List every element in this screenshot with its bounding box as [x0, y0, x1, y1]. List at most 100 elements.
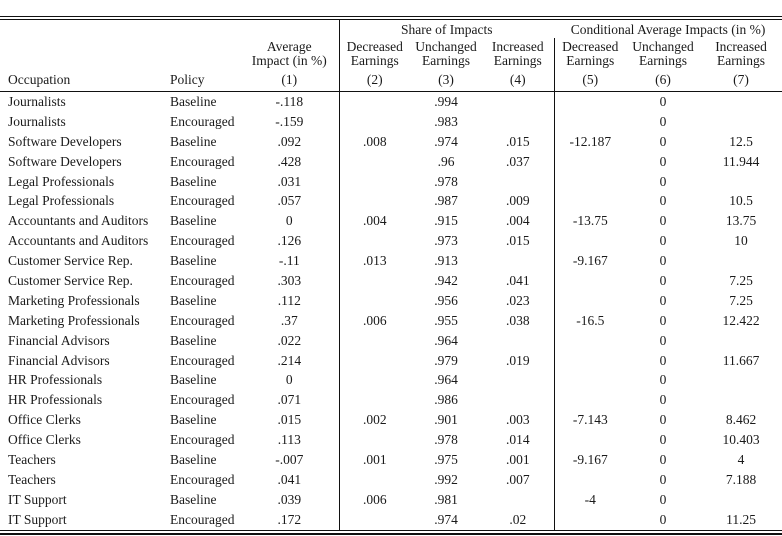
cell-share-unchanged: .973 — [434, 233, 458, 249]
cell-cond-increased — [700, 390, 782, 410]
cell-avg-impact: -.11 — [278, 253, 300, 269]
cell-policy: Encouraged — [170, 193, 235, 209]
cell-avg-impact: .071 — [277, 392, 302, 408]
cell-cond-increased — [700, 370, 782, 390]
cell-cond-decreased: -16.5 — [553, 310, 627, 331]
group-header-row: Share of Impacts Conditional Average Imp… — [0, 20, 782, 38]
cell-cond-unchanged: 0 — [659, 432, 667, 448]
group-header-spacer — [0, 20, 339, 38]
cell-share-unchanged: .964 — [434, 332, 458, 348]
table-row: Financial Advisors Encouraged .214 .979 .019… — [0, 350, 782, 371]
cell-cond-unchanged: 0 — [659, 372, 667, 388]
cell-policy: Encouraged — [170, 153, 235, 169]
cell-avg-impact: -.118 — [275, 93, 304, 109]
cell-occupation: Marketing Professionals — [8, 292, 140, 308]
cell-cond-decreased: -13.75 — [553, 211, 627, 232]
cell-occupation: Office Clerks — [8, 432, 81, 448]
cell-cond-decreased: -7.143 — [553, 410, 627, 431]
cell-avg-impact: 0 — [285, 213, 293, 229]
cond-increased-column-label: Increased Earnings — [715, 39, 767, 68]
cell-occupation: Customer Service Rep. — [8, 272, 133, 288]
table-row: Teachers Encouraged .041 .992 .007 0 7.188 — [0, 469, 782, 490]
cell-share-decreased — [338, 350, 411, 371]
cell-cond-unchanged: 0 — [659, 412, 667, 428]
cell-cond-decreased: -9.167 — [553, 251, 627, 272]
table-header: Share of Impacts Conditional Average Imp… — [0, 20, 782, 92]
cell-cond-increased: 10.403 — [722, 432, 760, 448]
cell-avg-impact: -.159 — [275, 113, 304, 129]
cell-share-increased: .014 — [505, 432, 530, 448]
cell-share-increased — [482, 490, 554, 510]
cell-share-decreased — [338, 370, 411, 391]
table-row: Marketing Professionals Baseline .112 .956.… — [0, 290, 782, 311]
cell-occupation: Teachers — [8, 451, 56, 467]
top-rule-outer — [0, 16, 782, 17]
cell-cond-decreased — [553, 390, 627, 411]
cell-share-decreased: .008 — [338, 131, 411, 152]
cell-occupation: Legal Professionals — [8, 193, 115, 209]
cell-policy: Encouraged — [170, 312, 235, 328]
cell-share-unchanged: .979 — [434, 352, 458, 368]
cell-cond-decreased — [553, 330, 627, 351]
cell-occupation: Accountants and Auditors — [8, 233, 149, 249]
cell-avg-impact: .022 — [277, 332, 302, 348]
cell-share-unchanged: .974 — [434, 133, 458, 149]
cell-cond-decreased — [553, 191, 627, 212]
cell-cond-unchanged: 0 — [659, 511, 667, 527]
cell-share-increased: .037 — [505, 153, 530, 169]
table-row: IT Support Encouraged .172 .974 .02 0 11.25 — [0, 509, 782, 530]
cell-occupation: Financial Advisors — [8, 352, 110, 368]
cell-occupation: Accountants and Auditors — [8, 213, 149, 229]
column-number-7: (7) — [700, 68, 782, 92]
cell-share-increased: .015 — [505, 133, 530, 149]
cell-avg-impact: .113 — [277, 432, 301, 448]
occupation-column-header: Occupation — [0, 68, 170, 92]
cell-share-decreased: .006 — [338, 310, 411, 331]
cell-occupation: IT Support — [8, 491, 67, 507]
cell-policy: Encouraged — [170, 432, 235, 448]
cell-share-unchanged: .978 — [434, 432, 458, 448]
cell-share-unchanged: .913 — [434, 253, 458, 269]
cell-cond-unchanged: 0 — [659, 153, 667, 169]
cell-policy: Baseline — [170, 372, 217, 388]
cell-cond-unchanged: 0 — [659, 451, 667, 467]
cell-share-increased: .023 — [505, 292, 530, 308]
cell-cond-decreased: -12.187 — [553, 131, 627, 152]
cell-cond-increased: 10.5 — [729, 193, 753, 209]
cell-share-decreased — [338, 509, 411, 530]
cell-cond-increased: 11.25 — [726, 511, 756, 527]
top-rule-inner — [0, 19, 782, 20]
column-number-1: (1) — [240, 68, 340, 92]
cell-share-decreased — [338, 151, 411, 172]
table-row: Legal Professionals Encouraged .057 .987 .00… — [0, 191, 782, 212]
cell-share-unchanged: .974 — [434, 511, 458, 527]
cell-share-unchanged: .96 — [437, 153, 455, 169]
cell-share-increased — [482, 331, 554, 351]
table-row: Journalists Baseline -.118 .994 0 — [0, 91, 782, 112]
share-unchanged-column-label: Unchanged Earnings — [415, 39, 477, 68]
table-row: Accountants and Auditors Baseline 0 .004 .91… — [0, 211, 782, 232]
cell-share-decreased — [338, 91, 411, 112]
cell-share-decreased — [338, 330, 411, 351]
column-number-row: Occupation Policy (1) (2) (3) (4) (5) (6… — [0, 68, 782, 92]
cell-occupation: HR Professionals — [8, 372, 103, 388]
cell-policy: Baseline — [170, 173, 217, 189]
cell-share-decreased — [338, 111, 411, 132]
cell-cond-unchanged: 0 — [659, 491, 667, 507]
cell-avg-impact: .041 — [277, 471, 302, 487]
cell-cond-unchanged: 0 — [659, 272, 667, 288]
cell-cond-increased — [700, 112, 782, 132]
cell-share-unchanged: .978 — [434, 173, 458, 189]
cell-policy: Baseline — [170, 292, 217, 308]
cell-avg-impact: .428 — [277, 153, 302, 169]
cell-policy: Encouraged — [170, 471, 235, 487]
cell-share-decreased — [338, 171, 411, 192]
cell-share-increased: .001 — [505, 451, 530, 467]
table-row: Office Clerks Baseline .015 .002 .901 .003 -7.… — [0, 410, 782, 431]
cell-share-decreased — [338, 290, 411, 311]
column-label-row: Average Impact (in %) Decreased Earnings… — [0, 38, 782, 68]
cell-cond-increased — [700, 172, 782, 192]
cell-avg-impact: .092 — [277, 133, 302, 149]
table-row: Marketing Professionals Encouraged .37 .006… — [0, 310, 782, 331]
cell-cond-unchanged: 0 — [659, 352, 667, 368]
